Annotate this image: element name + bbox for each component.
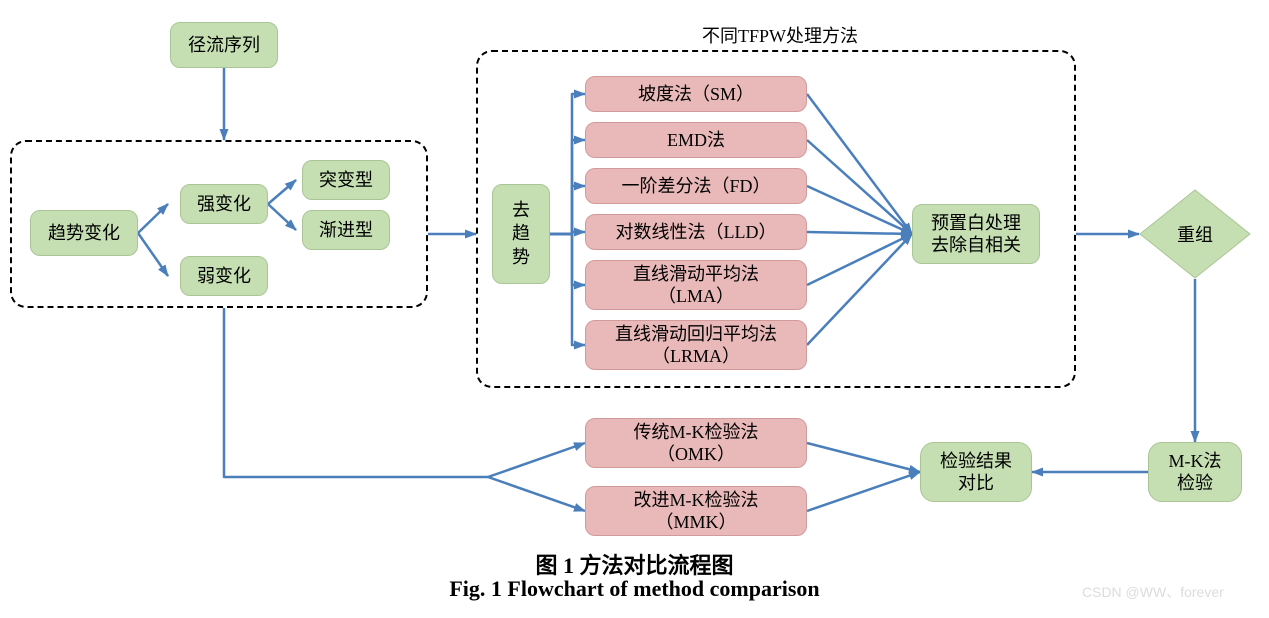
node-lma: 直线滑动平均法 （LMA） [585,260,807,310]
node-omk: 传统M-K检验法 （OMK） [585,418,807,468]
node-prewhite: 预置白处理 去除自相关 [912,204,1040,264]
node-emd: EMD法 [585,122,807,158]
node-reorg: 重组 [1139,189,1251,279]
node-sm: 坡度法（SM） [585,76,807,112]
node-trend: 趋势变化 [30,210,138,256]
node-gradual: 渐进型 [302,210,390,250]
node-lrma: 直线滑动回归平均法 （LRMA） [585,320,807,370]
node-runoff: 径流序列 [170,22,278,68]
flowchart-canvas: 不同TFPW处理方法 径流序列 趋势变化 强变化 弱变化 突变型 渐进型 去 趋… [0,0,1269,618]
node-strong: 强变化 [180,184,268,224]
node-weak: 弱变化 [180,256,268,296]
node-lld: 对数线性法（LLD） [585,214,807,250]
caption-en: Fig. 1 Flowchart of method comparison [0,576,1269,602]
node-detrend: 去 趋 势 [492,184,550,284]
node-mktest: M-K法 检验 [1148,442,1242,502]
node-mutant: 突变型 [302,160,390,200]
node-mmk: 改进M-K检验法 （MMK） [585,486,807,536]
group-right-title: 不同TFPW处理方法 [640,22,920,48]
watermark: CSDN @WW、forever [1082,582,1224,602]
node-reorg-label: 重组 [1139,189,1251,279]
node-fd: 一阶差分法（FD） [585,168,807,204]
node-compare: 检验结果 对比 [920,442,1032,502]
